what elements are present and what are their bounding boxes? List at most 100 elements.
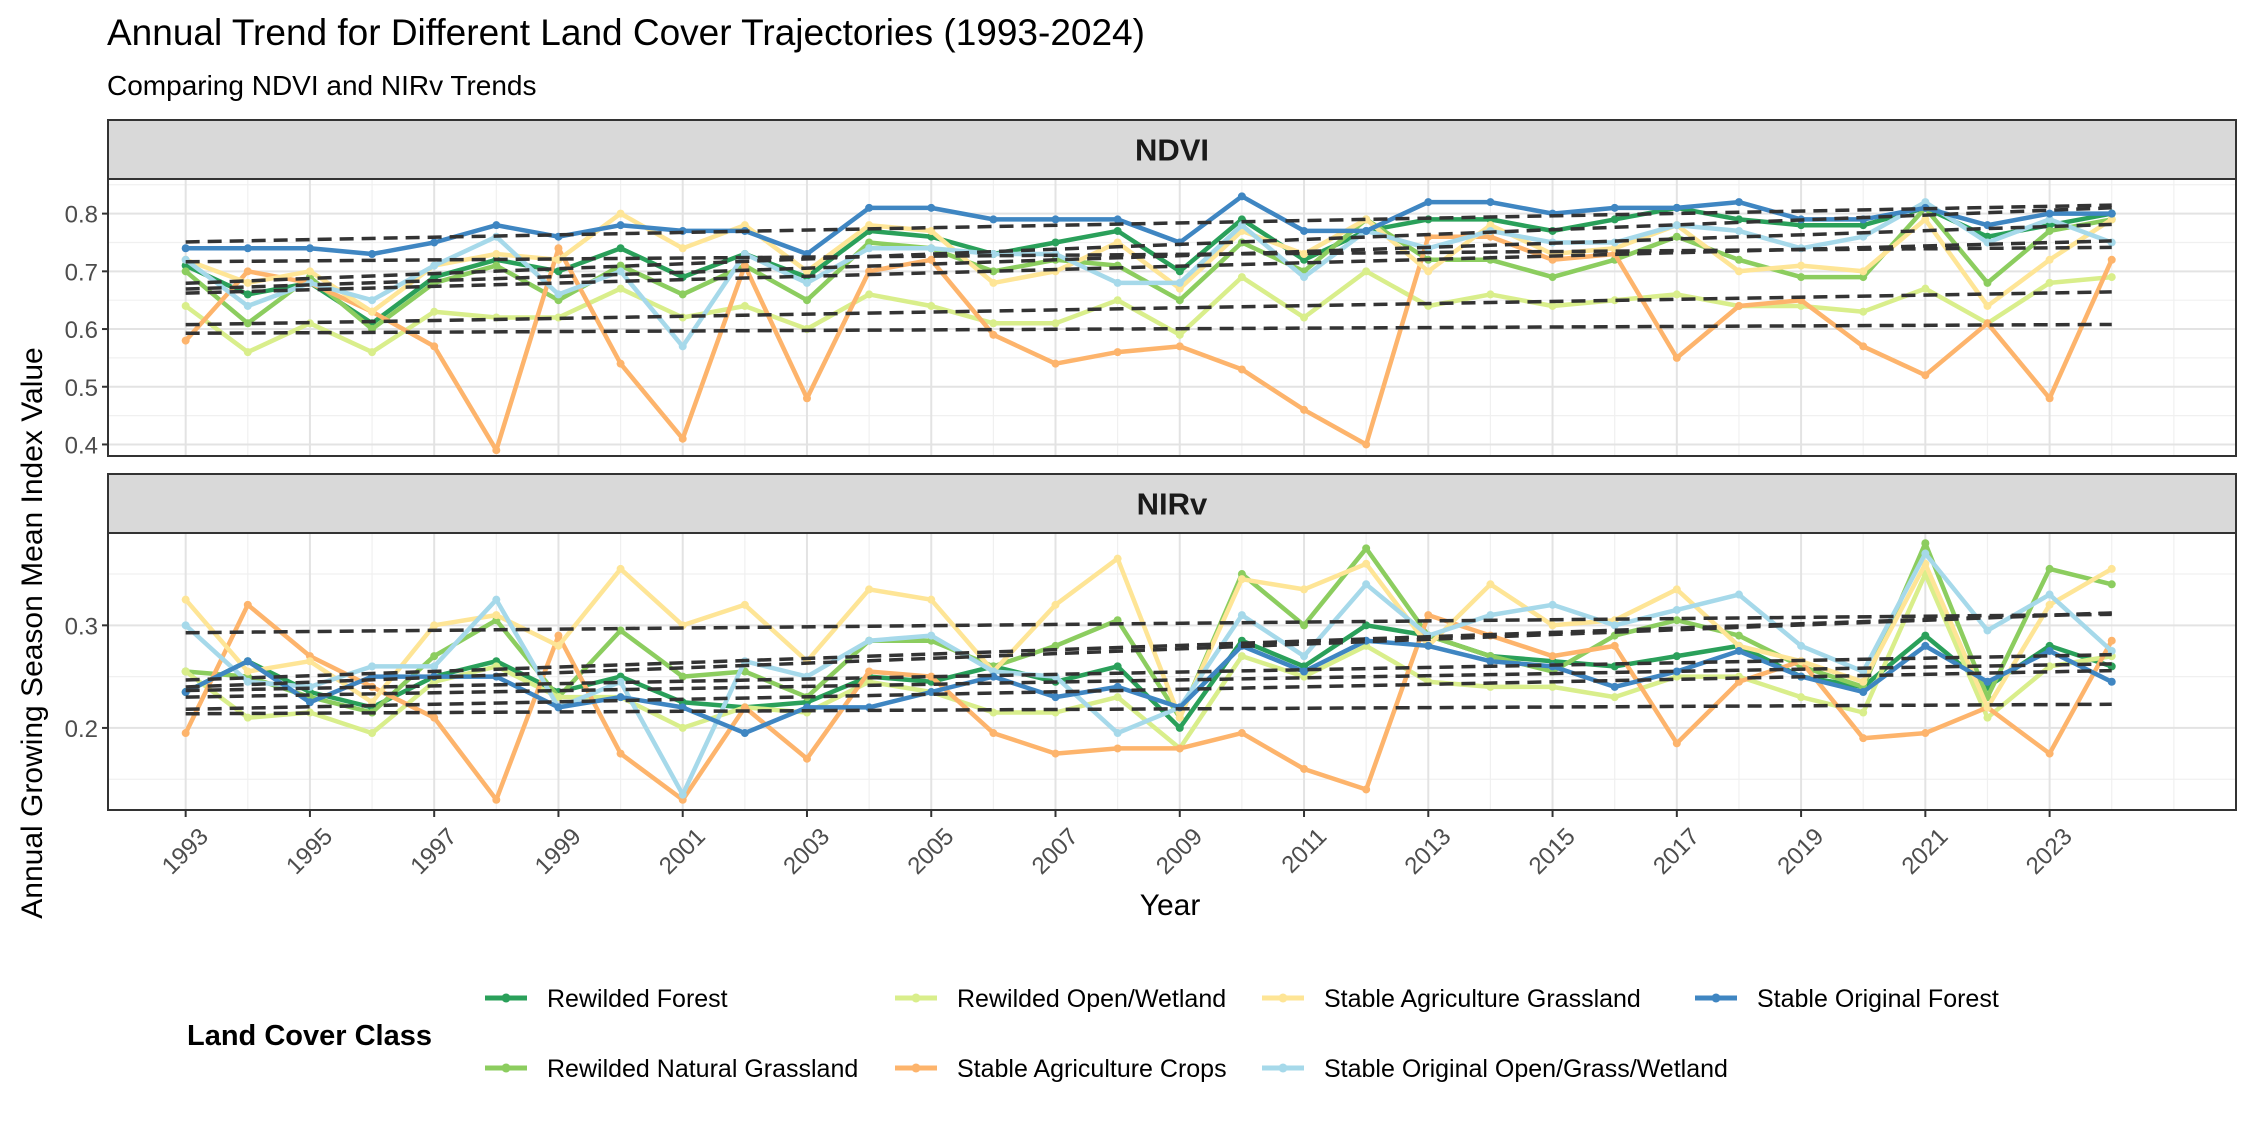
data-point <box>243 677 252 686</box>
data-point <box>1734 198 1743 207</box>
data-point <box>616 209 625 218</box>
data-point <box>2045 394 2054 403</box>
data-point <box>927 631 936 640</box>
data-point <box>1300 313 1309 322</box>
facet-strip <box>107 119 2237 180</box>
data-point <box>1362 544 1371 553</box>
panel-border <box>107 532 2237 811</box>
legend-item-stable-original-forest: Stable Original Forest <box>1695 985 1999 1013</box>
data-point <box>616 284 625 293</box>
data-point <box>1237 611 1246 620</box>
data-point <box>1921 631 1930 640</box>
data-point <box>1113 662 1122 671</box>
data-point <box>1175 296 1184 305</box>
x-tick-label: 2007 <box>1027 823 1084 880</box>
data-point <box>1734 226 1743 235</box>
data-point <box>1237 729 1246 738</box>
data-point <box>616 261 625 270</box>
data-point <box>1486 198 1495 207</box>
data-point <box>1051 749 1060 758</box>
legend-item-rewilded-forest: Rewilded Forest <box>485 985 728 1013</box>
legend-item-rewilded-open-wetland: Rewilded Open/Wetland <box>895 985 1226 1013</box>
data-point <box>2107 677 2116 686</box>
x-tick-label: 2003 <box>778 823 835 880</box>
data-point <box>368 348 377 357</box>
data-point <box>2107 580 2116 589</box>
data-point <box>1983 278 1992 287</box>
data-point <box>305 267 314 276</box>
trend-line-stable-original-open-grass-wetland <box>185 611 2112 689</box>
data-point <box>1734 646 1743 655</box>
series-line-stable-original-open-grass-wetland <box>183 199 2114 349</box>
data-point <box>1548 621 1557 630</box>
legend-key-point <box>501 1063 511 1073</box>
data-point <box>2045 564 2054 573</box>
series-line-stable-original-forest <box>183 194 2114 257</box>
x-tick-label: 2021 <box>1897 823 1954 880</box>
data-point <box>678 703 687 712</box>
data-point <box>181 667 190 676</box>
data-point <box>1610 215 1619 224</box>
data-point <box>181 729 190 738</box>
data-point <box>1113 554 1122 563</box>
data-point <box>1548 652 1557 661</box>
data-point <box>243 657 252 666</box>
data-point <box>1672 203 1681 212</box>
data-point <box>1610 693 1619 702</box>
trend-line-stable-agriculture-crops <box>185 322 2112 336</box>
data-point <box>368 662 377 671</box>
data-point <box>1424 198 1433 207</box>
data-point <box>1362 559 1371 568</box>
legend-key-point <box>1278 1063 1288 1073</box>
data-point <box>1672 616 1681 625</box>
facet-strip-label: NDVI <box>1135 133 1209 168</box>
data-point <box>1921 215 1930 224</box>
data-point <box>1734 255 1743 264</box>
data-point <box>1486 232 1495 241</box>
data-point <box>430 261 439 270</box>
x-axis-label: Year <box>1140 889 1201 922</box>
data-point <box>1362 215 1371 224</box>
data-point <box>1983 703 1992 712</box>
trend-line-stable-agriculture-grassland <box>185 612 2112 635</box>
series-line-stable-agriculture-crops <box>183 602 2114 802</box>
panel-ndvi: NDVI 0.4 0.5 0.6 0.7 0.8 <box>65 119 2237 459</box>
data-point <box>1051 319 1060 328</box>
data-point <box>1051 359 1060 368</box>
data-point <box>678 434 687 443</box>
data-point <box>1362 267 1371 276</box>
data-point <box>368 307 377 316</box>
data-point <box>2107 564 2116 573</box>
data-point <box>554 296 563 305</box>
data-point <box>1983 626 1992 635</box>
data-point <box>1113 238 1122 247</box>
data-point <box>430 652 439 661</box>
data-point <box>678 672 687 681</box>
data-point <box>430 238 439 247</box>
data-point <box>554 641 563 650</box>
data-point <box>554 693 563 702</box>
data-point <box>1797 221 1806 230</box>
x-tick-label: 2009 <box>1151 823 1208 880</box>
data-point <box>2045 209 2054 218</box>
data-point <box>492 261 501 270</box>
data-point <box>1797 261 1806 270</box>
panel-nirv: NIRv 0.2 0.3 1993 1995 1997 1999 2001 2003 2005 20… <box>65 473 2237 880</box>
data-point <box>430 307 439 316</box>
trend-line-stable-original-forest <box>185 662 2112 699</box>
legend-item-stable-agriculture-crops: Stable Agriculture Crops <box>895 1055 1227 1083</box>
data-point <box>1797 693 1806 702</box>
data-point <box>430 342 439 351</box>
data-point <box>1175 284 1184 293</box>
y-tick-label: 0.8 <box>65 202 98 229</box>
data-point <box>1921 539 1930 548</box>
data-point <box>2107 255 2116 264</box>
data-point <box>243 667 252 676</box>
data-point <box>865 203 874 212</box>
data-point <box>1859 267 1868 276</box>
data-point <box>1672 221 1681 230</box>
data-point <box>865 636 874 645</box>
data-point <box>1672 652 1681 661</box>
data-point <box>243 244 252 253</box>
